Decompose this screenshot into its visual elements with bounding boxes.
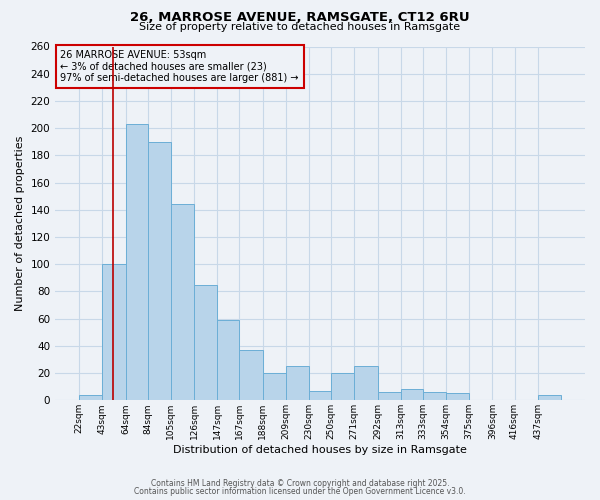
Bar bbox=[309, 391, 331, 400]
Bar bbox=[263, 373, 286, 400]
Bar bbox=[377, 392, 401, 400]
Bar bbox=[538, 395, 561, 400]
Bar bbox=[79, 395, 103, 400]
Text: 26, MARROSE AVENUE, RAMSGATE, CT12 6RU: 26, MARROSE AVENUE, RAMSGATE, CT12 6RU bbox=[130, 11, 470, 24]
Bar bbox=[217, 320, 239, 400]
Bar bbox=[355, 366, 377, 400]
Bar bbox=[331, 373, 355, 400]
Text: Contains public sector information licensed under the Open Government Licence v3: Contains public sector information licen… bbox=[134, 487, 466, 496]
Bar bbox=[171, 204, 194, 400]
Bar bbox=[148, 142, 171, 401]
Bar bbox=[401, 390, 423, 400]
Text: Contains HM Land Registry data © Crown copyright and database right 2025.: Contains HM Land Registry data © Crown c… bbox=[151, 480, 449, 488]
Y-axis label: Number of detached properties: Number of detached properties bbox=[15, 136, 25, 311]
Text: Size of property relative to detached houses in Ramsgate: Size of property relative to detached ho… bbox=[139, 22, 461, 32]
Text: 26 MARROSE AVENUE: 53sqm
← 3% of detached houses are smaller (23)
97% of semi-de: 26 MARROSE AVENUE: 53sqm ← 3% of detache… bbox=[61, 50, 299, 83]
Bar bbox=[239, 350, 263, 401]
Bar bbox=[423, 392, 446, 400]
Bar bbox=[194, 284, 217, 401]
Bar bbox=[103, 264, 125, 400]
Bar bbox=[446, 394, 469, 400]
Bar bbox=[125, 124, 148, 400]
X-axis label: Distribution of detached houses by size in Ramsgate: Distribution of detached houses by size … bbox=[173, 445, 467, 455]
Bar bbox=[286, 366, 309, 400]
